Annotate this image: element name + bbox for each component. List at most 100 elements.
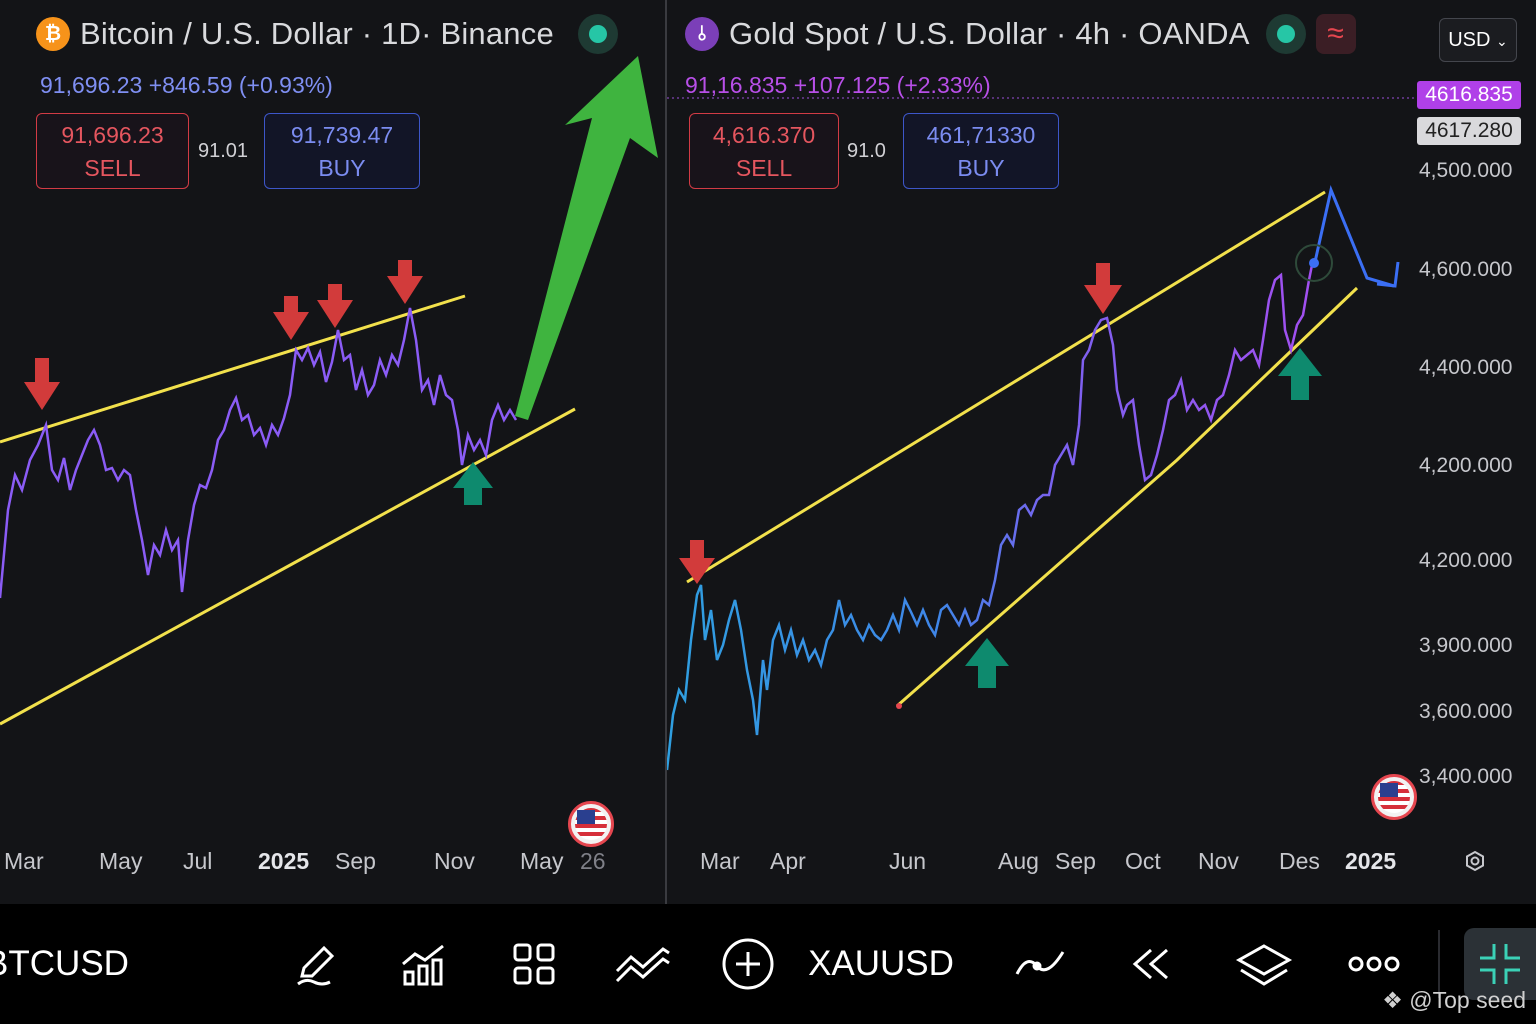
red-down-arrow-icon xyxy=(1084,263,1122,314)
gold-icon: ⫰ xyxy=(685,17,719,51)
watermark: ❖ @Top seed xyxy=(1382,987,1526,1014)
pane-divider[interactable] xyxy=(665,0,667,904)
btc-title-row[interactable]: ₿ Bitcoin / U.S. Dollar · 1D· Binance xyxy=(36,14,618,54)
current-price-tag: 4616.835 xyxy=(1417,81,1521,109)
bid-price-tag: 4617.280 xyxy=(1417,117,1521,145)
chevron-down-icon: ⌄ xyxy=(1496,33,1508,49)
btc-buy-button[interactable]: 91,739.47 BUY xyxy=(264,113,420,189)
add-icon[interactable] xyxy=(718,934,778,994)
btc-x-label: May xyxy=(520,848,564,874)
trendline-anchor[interactable] xyxy=(896,703,902,709)
gold-y-label: 3,900.000 xyxy=(1419,634,1513,657)
btc-x-label: May xyxy=(99,848,143,874)
gold-projection-path xyxy=(1313,184,1395,288)
btc-x-label: 26 xyxy=(580,848,606,874)
btc-spread: 91.01 xyxy=(198,140,249,162)
indicators-icon[interactable] xyxy=(396,934,452,994)
gold-spread: 91.0 xyxy=(847,140,886,162)
green-up-arrow-icon xyxy=(965,638,1009,688)
settings-icon[interactable] xyxy=(1464,850,1486,872)
green-up-arrow-icon xyxy=(1278,348,1322,400)
us-flag-icon[interactable] xyxy=(1371,774,1417,820)
volatility-icon[interactable]: ≈ xyxy=(1315,14,1356,54)
watermark-text: @Top seed xyxy=(1409,987,1526,1013)
btc-title: Bitcoin / U.S. Dollar · 1D· Binance xyxy=(80,16,554,51)
grid-layout-icon[interactable] xyxy=(506,934,562,994)
gold-lower-trendline[interactable] xyxy=(896,286,1359,708)
market-open-icon[interactable] xyxy=(1265,14,1306,54)
gold-x-label: Sep xyxy=(1055,848,1096,874)
gold-y-label: 4,200.000 xyxy=(1419,454,1513,477)
gold-title: Gold Spot / U.S. Dollar · 4h · OANDA xyxy=(729,16,1250,51)
gold-last-point xyxy=(1309,258,1319,268)
btc-buy-price: 91,739.47 xyxy=(290,122,394,148)
us-flag-icon[interactable] xyxy=(568,801,614,847)
btc-buy-label: BUY xyxy=(318,155,366,181)
gold-x-label: Apr xyxy=(770,848,806,874)
gold-buy-price: 461,71330 xyxy=(926,122,1036,148)
compare-icon[interactable] xyxy=(612,934,676,994)
btc-resistance-markers xyxy=(24,260,423,410)
btc-x-label: Jul xyxy=(183,848,213,874)
btc-chart-canvas[interactable] xyxy=(0,0,665,904)
btc-sell-label: SELL xyxy=(84,155,141,181)
fullscreen-icon[interactable] xyxy=(1464,928,1536,1000)
btc-x-label: 2025 xyxy=(258,848,310,874)
market-open-icon[interactable] xyxy=(577,14,618,54)
red-down-arrow-icon xyxy=(387,260,423,304)
gold-x-label: Nov xyxy=(1198,848,1239,874)
btc-sell-price: 91,696.23 xyxy=(61,122,164,148)
gold-y-label: 4,500.000 xyxy=(1419,159,1513,182)
gold-price-line xyxy=(667,259,1315,771)
bottom-toolbar: BTCUSD XAUUSD ❖ @Top seed xyxy=(0,904,1536,1024)
btc-price-line xyxy=(0,307,518,599)
right-symbol-button[interactable]: XAUUSD xyxy=(806,934,956,994)
btc-sell-button[interactable]: 91,696.23 SELL xyxy=(36,113,189,189)
gold-sell-label: SELL xyxy=(735,155,793,181)
gold-upper-trendline[interactable] xyxy=(686,190,1326,584)
pencil-icon[interactable] xyxy=(288,934,344,994)
binance-logo-icon: ❖ xyxy=(1382,987,1403,1013)
bitcoin-icon: ₿ xyxy=(36,17,70,51)
gold-chart-pane[interactable]: ⫰ Gold Spot / U.S. Dollar · 4h · OANDA ≈… xyxy=(667,0,1536,904)
gold-x-label: 2025 xyxy=(1345,848,1397,874)
gold-x-label: Jun xyxy=(889,848,927,874)
currency-value: USD xyxy=(1448,29,1491,51)
btc-x-label: Nov xyxy=(434,848,475,874)
gold-y-label: 4,200.000 xyxy=(1419,549,1513,572)
gold-price-summary: 91,16.835 +107.125 (+2.33%) xyxy=(685,72,991,98)
layers-icon[interactable] xyxy=(1234,934,1294,994)
more-icon[interactable] xyxy=(1344,934,1404,994)
gold-x-label: Aug xyxy=(998,848,1039,874)
projection-arrowhead-icon xyxy=(1376,261,1400,288)
gold-y-label: 3,600.000 xyxy=(1419,700,1513,723)
gold-sell-price: 4,616.370 xyxy=(712,122,816,148)
gold-x-label: Des xyxy=(1279,848,1320,874)
gold-chart-canvas[interactable] xyxy=(667,0,1536,904)
gold-focus-ring xyxy=(1295,244,1333,282)
red-down-arrow-icon xyxy=(24,358,60,410)
gold-title-row[interactable]: ⫰ Gold Spot / U.S. Dollar · 4h · OANDA ≈ xyxy=(685,14,1356,54)
gold-y-label: 4,600.000 xyxy=(1419,258,1513,281)
gold-y-label: 4,400.000 xyxy=(1419,356,1513,379)
red-down-arrow-icon xyxy=(679,540,715,584)
btc-upper-trendline[interactable] xyxy=(0,294,466,444)
btc-lower-trendline[interactable] xyxy=(0,407,576,726)
btc-chart-pane[interactable]: ₿ Bitcoin / U.S. Dollar · 1D· Binance 91… xyxy=(0,0,665,904)
line-icon[interactable] xyxy=(1012,934,1068,994)
gold-sell-button[interactable]: 4,616.370 SELL xyxy=(689,113,839,189)
replay-icon[interactable] xyxy=(1122,934,1178,994)
left-symbol-label: BTCUSD xyxy=(0,944,129,983)
gold-x-label: Mar xyxy=(700,848,740,874)
btc-x-label: Sep xyxy=(335,848,376,874)
red-down-arrow-icon xyxy=(273,296,309,340)
currency-select[interactable]: USD ⌄ xyxy=(1439,18,1517,62)
gold-y-label: 3,400.000 xyxy=(1419,765,1513,788)
gold-buy-label: BUY xyxy=(957,155,1005,181)
gold-buy-button[interactable]: 461,71330 BUY xyxy=(903,113,1059,189)
gold-x-label: Oct xyxy=(1125,848,1161,874)
btc-bullish-arrow xyxy=(515,56,658,420)
left-symbol-button[interactable]: BTCUSD xyxy=(0,934,129,994)
green-up-arrow-icon xyxy=(453,462,493,505)
btc-x-label: Mar xyxy=(4,848,44,874)
